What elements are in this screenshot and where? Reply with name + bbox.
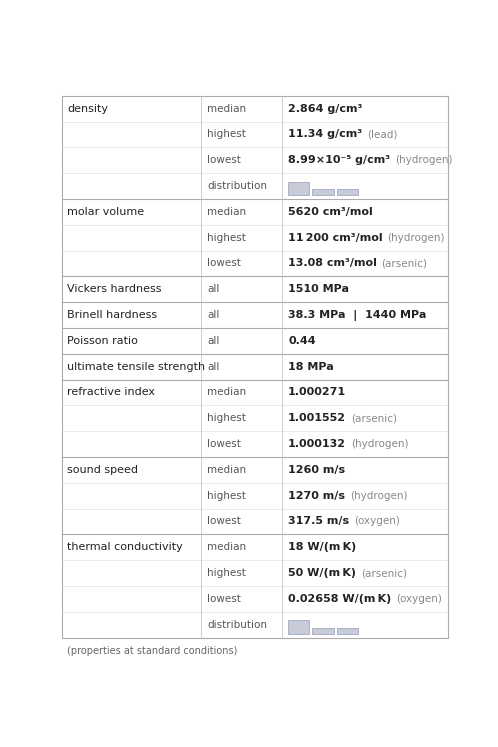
Text: lowest: lowest xyxy=(207,516,241,527)
Text: Vickers hardness: Vickers hardness xyxy=(67,285,161,294)
Text: density: density xyxy=(67,104,108,114)
Text: 11.34 g/cm³: 11.34 g/cm³ xyxy=(288,129,362,140)
Text: median: median xyxy=(207,542,246,552)
Text: 0.44: 0.44 xyxy=(288,336,316,346)
Text: highest: highest xyxy=(207,413,246,424)
Text: highest: highest xyxy=(207,491,246,500)
Text: (lead): (lead) xyxy=(367,129,397,140)
Text: distribution: distribution xyxy=(207,181,267,191)
Text: highest: highest xyxy=(207,568,246,578)
Text: (hydrogen): (hydrogen) xyxy=(387,232,445,243)
Text: 38.3 MPa  |  1440 MPa: 38.3 MPa | 1440 MPa xyxy=(288,309,426,320)
Bar xyxy=(312,627,334,633)
Text: all: all xyxy=(207,336,219,346)
Text: highest: highest xyxy=(207,232,246,243)
Text: 2.864 g/cm³: 2.864 g/cm³ xyxy=(288,104,363,114)
Bar xyxy=(337,627,358,633)
Text: (hydrogen): (hydrogen) xyxy=(351,439,408,449)
Text: 0.02658 W/(m K): 0.02658 W/(m K) xyxy=(288,594,391,604)
Text: 11 200 cm³/mol: 11 200 cm³/mol xyxy=(288,232,382,243)
Text: 5620 cm³/mol: 5620 cm³/mol xyxy=(288,207,373,217)
Text: 8.99×10⁻⁵ g/cm³: 8.99×10⁻⁵ g/cm³ xyxy=(288,155,390,165)
Text: (properties at standard conditions): (properties at standard conditions) xyxy=(67,646,237,656)
Text: ultimate tensile strength: ultimate tensile strength xyxy=(67,362,205,372)
Text: highest: highest xyxy=(207,129,246,140)
Text: 1.000271: 1.000271 xyxy=(288,388,346,397)
Text: (arsenic): (arsenic) xyxy=(381,258,428,268)
Text: thermal conductivity: thermal conductivity xyxy=(67,542,183,552)
Text: 18 W/(m K): 18 W/(m K) xyxy=(288,542,356,552)
Text: (arsenic): (arsenic) xyxy=(351,413,397,424)
Text: all: all xyxy=(207,285,219,294)
Text: 1270 m/s: 1270 m/s xyxy=(288,491,345,500)
Text: sound speed: sound speed xyxy=(67,465,138,475)
Text: 1260 m/s: 1260 m/s xyxy=(288,465,345,475)
Text: 18 MPa: 18 MPa xyxy=(288,362,334,372)
Text: distribution: distribution xyxy=(207,619,267,630)
Text: lowest: lowest xyxy=(207,258,241,268)
Text: molar volume: molar volume xyxy=(67,207,144,217)
Bar xyxy=(288,182,309,195)
Bar xyxy=(312,189,334,195)
Text: Brinell hardness: Brinell hardness xyxy=(67,310,157,320)
Text: 1510 MPa: 1510 MPa xyxy=(288,285,349,294)
Text: all: all xyxy=(207,310,219,320)
Text: (hydrogen): (hydrogen) xyxy=(350,491,407,500)
Text: median: median xyxy=(207,465,246,475)
Text: median: median xyxy=(207,104,246,114)
Text: (arsenic): (arsenic) xyxy=(361,568,407,578)
Text: lowest: lowest xyxy=(207,594,241,604)
Text: Poisson ratio: Poisson ratio xyxy=(67,336,138,346)
Text: 50 W/(m K): 50 W/(m K) xyxy=(288,568,356,578)
Text: 317.5 m/s: 317.5 m/s xyxy=(288,516,349,527)
Bar xyxy=(288,620,309,633)
Text: lowest: lowest xyxy=(207,155,241,165)
Text: (hydrogen): (hydrogen) xyxy=(395,155,452,165)
Text: all: all xyxy=(207,362,219,372)
Text: median: median xyxy=(207,388,246,397)
Text: median: median xyxy=(207,207,246,217)
Text: 1.000132: 1.000132 xyxy=(288,439,346,449)
Bar xyxy=(337,189,358,195)
Text: lowest: lowest xyxy=(207,439,241,449)
Text: refractive index: refractive index xyxy=(67,388,155,397)
Text: 1.001552: 1.001552 xyxy=(288,413,346,424)
Text: (oxygen): (oxygen) xyxy=(396,594,442,604)
Text: (oxygen): (oxygen) xyxy=(354,516,400,527)
Text: 13.08 cm³/mol: 13.08 cm³/mol xyxy=(288,258,377,268)
